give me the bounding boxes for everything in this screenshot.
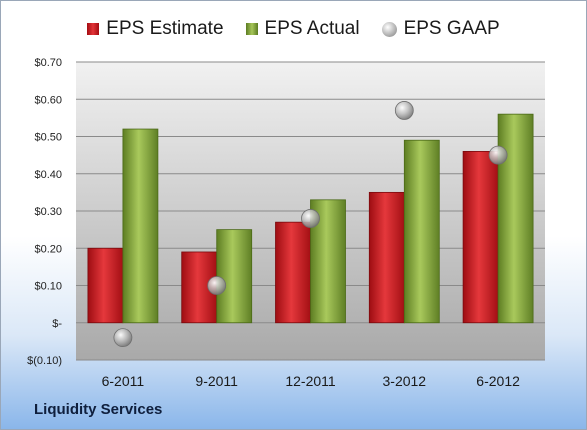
bar-eps-estimate (462, 150, 499, 324)
x-tick-label: 12-2011 (285, 373, 336, 389)
y-tick-label: $0.20 (34, 243, 62, 255)
company-label: Liquidity Services (34, 401, 163, 418)
y-axis-labels: $0.70 $0.60 $0.50 $0.40 $0.30 $0.20 $0.10 $- $(0… (27, 57, 62, 367)
legend-label-eps-estimate: EPS Estimate (106, 18, 224, 39)
bar-eps-actual (216, 229, 253, 324)
legend-item-eps-estimate: EPS Estimate (87, 18, 224, 40)
bar-eps-estimate (87, 247, 124, 324)
y-tick-label: $0.30 (34, 206, 62, 218)
x-tick-label: 6-2012 (476, 373, 520, 389)
x-tick-label: 9-2011 (195, 373, 238, 389)
legend-label-eps-actual: EPS Actual (264, 18, 360, 39)
bar-eps-estimate (368, 191, 405, 324)
point-eps-gaap (113, 328, 133, 348)
point-eps-gaap (207, 276, 227, 295)
legend-swatch-eps-estimate (87, 23, 100, 35)
x-tick-label: 6-2011 (102, 373, 145, 389)
y-tick-label: $0.70 (34, 57, 62, 69)
gaap-points (113, 101, 508, 348)
point-eps-gaap (394, 101, 414, 120)
legend-label-eps-gaap: EPS GAAP (403, 18, 500, 39)
bar-eps-actual (403, 139, 440, 324)
legend-item-eps-actual: EPS Actual (245, 18, 360, 40)
y-tick-label: $- (52, 318, 62, 330)
legend-swatch-eps-gaap (381, 21, 397, 37)
y-tick-label: $0.10 (34, 281, 62, 293)
legend-item-eps-gaap: EPS GAAP (381, 18, 500, 40)
legend: EPS Estimate EPS Actual EPS GAAP (0, 14, 587, 44)
legend-swatch-eps-actual (245, 23, 258, 35)
point-eps-gaap (488, 145, 508, 165)
bar-eps-actual (497, 113, 534, 324)
x-tick-label: 3-2012 (383, 373, 427, 389)
y-tick-label: $0.40 (34, 169, 62, 181)
point-eps-gaap (301, 209, 320, 228)
bar-eps-actual (122, 128, 159, 324)
x-axis-labels: 6-2011 9-2011 12-2011 3-2012 6-2012 (102, 373, 520, 389)
y-tick-label: $0.50 (34, 132, 62, 144)
y-tick-label: $(0.10) (27, 355, 62, 367)
bars (87, 113, 534, 324)
y-tick-label: $0.60 (34, 94, 62, 106)
bar-eps-estimate (275, 221, 311, 324)
